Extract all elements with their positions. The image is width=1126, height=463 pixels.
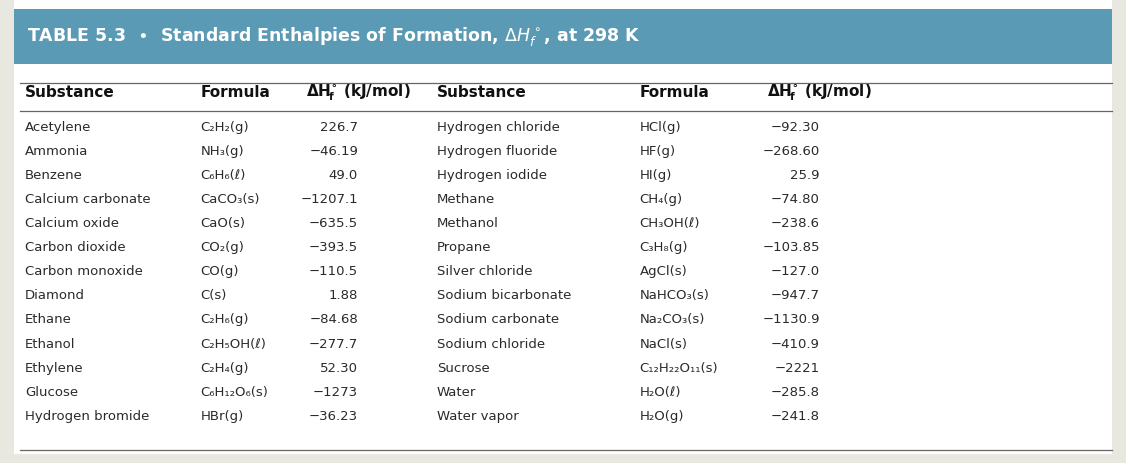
Text: −84.68: −84.68 [310,313,358,326]
Text: −268.60: −268.60 [762,145,820,158]
Text: HCl(g): HCl(g) [640,121,681,134]
Text: Acetylene: Acetylene [25,121,91,134]
Text: CO(g): CO(g) [200,265,239,278]
Text: CO₂(g): CO₂(g) [200,241,244,254]
Text: CaO(s): CaO(s) [200,217,245,230]
Text: −277.7: −277.7 [309,338,358,350]
Text: −238.6: −238.6 [770,217,820,230]
Text: −285.8: −285.8 [770,386,820,399]
Text: Propane: Propane [437,241,491,254]
Text: C₁₂H₂₂O₁₁(s): C₁₂H₂₂O₁₁(s) [640,362,718,375]
Text: Ethylene: Ethylene [25,362,83,375]
Text: Hydrogen bromide: Hydrogen bromide [25,410,149,423]
Text: Sucrose: Sucrose [437,362,490,375]
Text: Na₂CO₃(s): Na₂CO₃(s) [640,313,705,326]
Text: AgCl(s): AgCl(s) [640,265,687,278]
Text: −635.5: −635.5 [309,217,358,230]
Text: −103.85: −103.85 [762,241,820,254]
Text: NH₃(g): NH₃(g) [200,145,244,158]
Text: NaHCO₃(s): NaHCO₃(s) [640,289,709,302]
Text: NaCl(s): NaCl(s) [640,338,688,350]
Text: 49.0: 49.0 [329,169,358,182]
Text: Hydrogen chloride: Hydrogen chloride [437,121,560,134]
Text: 25.9: 25.9 [790,169,820,182]
Text: −947.7: −947.7 [770,289,820,302]
Text: Formula: Formula [200,85,270,100]
Text: Methanol: Methanol [437,217,499,230]
Text: Substance: Substance [25,85,115,100]
Text: H₂O(g): H₂O(g) [640,410,685,423]
Text: Sodium chloride: Sodium chloride [437,338,545,350]
Text: −1207.1: −1207.1 [301,193,358,206]
Text: −393.5: −393.5 [309,241,358,254]
Text: 1.88: 1.88 [329,289,358,302]
Text: C₂H₄(g): C₂H₄(g) [200,362,249,375]
Text: Formula: Formula [640,85,709,100]
Text: Benzene: Benzene [25,169,82,182]
Text: C₆H₁₂O₆(s): C₆H₁₂O₆(s) [200,386,268,399]
Text: HF(g): HF(g) [640,145,676,158]
Text: Calcium oxide: Calcium oxide [25,217,118,230]
Text: Ammonia: Ammonia [25,145,88,158]
Text: Diamond: Diamond [25,289,84,302]
Text: HI(g): HI(g) [640,169,672,182]
Bar [14,9,1112,64]
Text: −241.8: −241.8 [770,410,820,423]
Text: C₃H₈(g): C₃H₈(g) [640,241,688,254]
Text: Glucose: Glucose [25,386,78,399]
Text: Water: Water [437,386,476,399]
Text: Silver chloride: Silver chloride [437,265,533,278]
Text: $\mathbf{\Delta} \mathit{\mathbf{H}}_{\!\mathbf{f}}^{\mathbf{\circ}}$ (kJ/mol): $\mathbf{\Delta} \mathit{\mathbf{H}}_{\!… [305,82,411,103]
Text: −1130.9: −1130.9 [762,313,820,326]
Text: −46.19: −46.19 [310,145,358,158]
Text: Sodium carbonate: Sodium carbonate [437,313,558,326]
Text: Ethane: Ethane [25,313,72,326]
Text: Substance: Substance [437,85,527,100]
Text: HBr(g): HBr(g) [200,410,243,423]
Text: −2221: −2221 [775,362,820,375]
Text: C₆H₆(ℓ): C₆H₆(ℓ) [200,169,245,182]
Text: Ethanol: Ethanol [25,338,75,350]
Text: −410.9: −410.9 [771,338,820,350]
Text: −110.5: −110.5 [309,265,358,278]
Text: Carbon dioxide: Carbon dioxide [25,241,125,254]
Text: CaCO₃(s): CaCO₃(s) [200,193,260,206]
Text: C(s): C(s) [200,289,226,302]
Text: CH₄(g): CH₄(g) [640,193,682,206]
Text: −1273: −1273 [313,386,358,399]
Text: −74.80: −74.80 [771,193,820,206]
Text: Calcium carbonate: Calcium carbonate [25,193,151,206]
Text: −92.30: −92.30 [770,121,820,134]
Text: C₂H₆(g): C₂H₆(g) [200,313,249,326]
Text: TABLE 5.3  $\bullet$  Standard Enthalpies of Formation, $\Delta H_f^\circ$, at 2: TABLE 5.3 $\bullet$ Standard Enthalpies … [27,25,641,48]
Text: $\mathbf{\Delta} \mathit{\mathbf{H}}_{\!\mathbf{f}}^{\mathbf{\circ}}$ (kJ/mol): $\mathbf{\Delta} \mathit{\mathbf{H}}_{\!… [767,82,873,103]
Text: C₂H₅OH(ℓ): C₂H₅OH(ℓ) [200,338,267,350]
Text: 226.7: 226.7 [320,121,358,134]
Text: Hydrogen iodide: Hydrogen iodide [437,169,547,182]
Text: H₂O(ℓ): H₂O(ℓ) [640,386,681,399]
Text: CH₃OH(ℓ): CH₃OH(ℓ) [640,217,700,230]
Text: −36.23: −36.23 [309,410,358,423]
Text: Methane: Methane [437,193,495,206]
Text: Carbon monoxide: Carbon monoxide [25,265,143,278]
Text: Sodium bicarbonate: Sodium bicarbonate [437,289,571,302]
Text: Water vapor: Water vapor [437,410,519,423]
Text: −127.0: −127.0 [770,265,820,278]
Text: Hydrogen fluoride: Hydrogen fluoride [437,145,557,158]
Text: 52.30: 52.30 [320,362,358,375]
Text: C₂H₂(g): C₂H₂(g) [200,121,249,134]
